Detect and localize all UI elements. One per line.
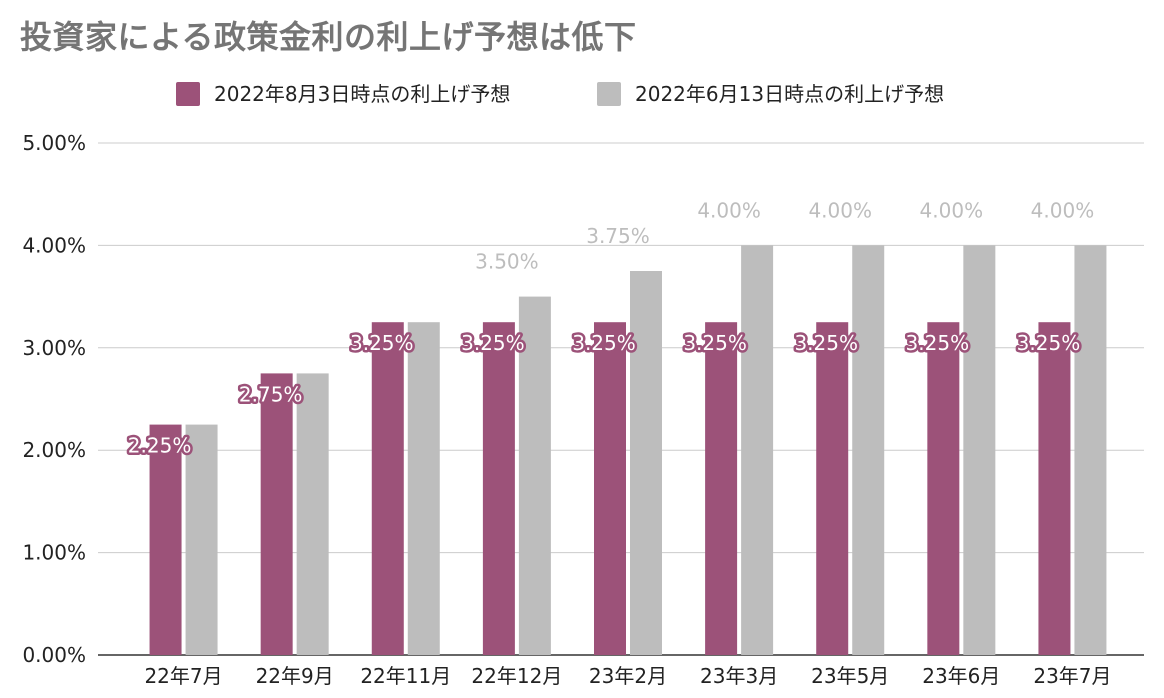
y-tick-label: 5.00% — [22, 131, 86, 155]
y-tick-label: 0.00% — [22, 643, 86, 667]
x-tick-label: 23年2月 — [589, 664, 667, 688]
y-tick-label: 2.00% — [22, 438, 86, 462]
data-label-series-2: 4.00% — [808, 198, 872, 222]
y-tick-label: 4.00% — [22, 233, 86, 257]
x-tick-label: 22年9月 — [256, 664, 334, 688]
bar-series-2 — [852, 245, 885, 655]
bar-series-1 — [1038, 322, 1071, 655]
y-tick-label: 3.00% — [22, 336, 86, 360]
legend-label-2: 2022年6月13日時点の利上げ予想 — [635, 82, 944, 106]
data-label-series-1: 3.25% — [1017, 331, 1081, 355]
bar-series-2 — [741, 245, 774, 655]
legend-swatch-1 — [176, 82, 200, 106]
y-tick-label: 1.00% — [22, 541, 86, 565]
bar-series-1 — [482, 322, 515, 655]
x-tick-label: 23年7月 — [1033, 664, 1111, 688]
bar-series-1 — [149, 424, 182, 655]
x-tick-label: 23年3月 — [700, 664, 778, 688]
data-label-series-1: 3.25% — [461, 331, 525, 355]
bar-series-1 — [816, 322, 849, 655]
data-label-series-1: 3.25% — [572, 331, 636, 355]
data-label-series-2: 4.00% — [697, 198, 761, 222]
data-label-series-2: 3.75% — [586, 224, 650, 248]
bar-series-1 — [260, 373, 293, 655]
data-label-series-2: 4.00% — [920, 198, 984, 222]
bar-series-2 — [518, 296, 551, 655]
x-tick-label: 22年12月 — [471, 664, 562, 688]
bar-series-1 — [371, 322, 404, 655]
data-label-series-2: 3.50% — [475, 250, 539, 274]
x-tick-label: 22年7月 — [144, 664, 222, 688]
bar-series-2 — [630, 271, 662, 655]
bar-series-1 — [594, 322, 626, 655]
bar-series-1 — [705, 322, 738, 655]
x-tick-label: 23年6月 — [922, 664, 1000, 688]
legend-swatch-2 — [597, 82, 621, 106]
bar-series-2 — [185, 424, 218, 655]
data-label-series-1: 3.25% — [794, 331, 858, 355]
bar-series-2 — [963, 245, 996, 655]
x-tick-label: 22年11月 — [360, 664, 451, 688]
legend-label-1: 2022年8月3日時点の利上げ予想 — [214, 82, 510, 106]
data-label-series-1: 2.25% — [128, 434, 192, 458]
bar-series-2 — [407, 322, 440, 655]
bar-series-1 — [927, 322, 960, 655]
bar-series-2 — [1074, 245, 1107, 655]
data-label-series-1: 3.25% — [906, 331, 970, 355]
data-label-series-1: 3.25% — [683, 331, 747, 355]
x-tick-label: 23年5月 — [811, 664, 889, 688]
bar-series-2 — [296, 373, 329, 655]
chart-title: 投資家による政策金利の利上げ予想は低下 — [20, 18, 637, 56]
data-label-series-2: 4.00% — [1031, 198, 1095, 222]
data-label-series-1: 3.25% — [350, 331, 414, 355]
data-label-series-1: 2.75% — [239, 382, 303, 406]
